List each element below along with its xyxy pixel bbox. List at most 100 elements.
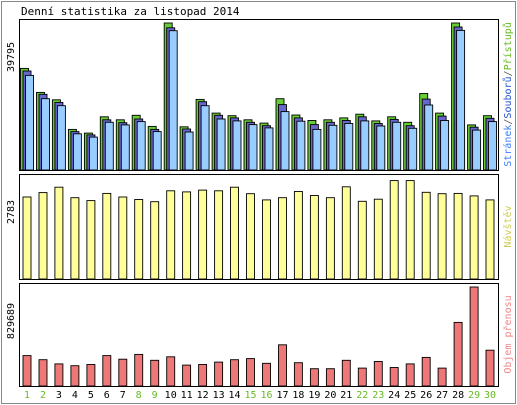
bar-transfer-Objempenosu-3 [54,363,64,387]
bar-hits-Strnek-5 [88,136,98,171]
bar-visits-Nvtv-18 [293,191,303,280]
bar-visits-Nvtv-12 [198,189,208,280]
day-label-12: 12 [197,390,209,401]
ymax-label-transfer: 829689 [6,303,17,339]
bar-transfer-Objempenosu-16 [262,362,271,387]
bar-visits-Nvtv-11 [182,191,192,280]
bar-transfer-Objempenosu-21 [341,359,351,387]
day-label-23: 23 [372,390,384,401]
bar-hits-Strnek-18 [296,120,306,171]
legend-part-hits-0: Stránek [502,125,514,167]
bar-transfer-Objempenosu-22 [357,367,367,387]
bar-visits-Nvtv-27 [437,193,447,280]
bar-transfer-Objempenosu-20 [325,368,335,387]
bar-hits-Strnek-2 [41,98,50,171]
bar-visits-Nvtv-15 [246,193,255,280]
legend-part-hits-1: / [503,119,514,125]
bar-visits-Nvtv-14 [230,186,239,280]
day-label-15: 15 [244,390,256,401]
bar-hits-Strnek-20 [328,124,338,171]
legend-part-hits-2: Souborů [502,76,514,118]
bar-hits-Strnek-17 [280,111,290,171]
bar-transfer-Objempenosu-26 [421,356,431,387]
bar-transfer-Objempenosu-2 [38,359,48,387]
day-label-29: 29 [468,390,480,401]
bar-hits-Strnek-12 [200,105,210,171]
bar-visits-Nvtv-30 [485,199,495,280]
bar-transfer-Objempenosu-7 [118,358,128,387]
bar-transfer-Objempenosu-25 [405,363,415,387]
bar-transfer-Objempenosu-12 [198,364,208,387]
bar-visits-Nvtv-16 [262,199,271,280]
day-label-5: 5 [88,390,94,401]
panel-frame-visits [19,174,499,280]
bar-visits-Nvtv-20 [325,197,335,280]
bar-transfer-Objempenosu-11 [182,364,192,387]
legend-transfer: Objem přenosu [502,295,514,373]
bar-hits-Strnek-16 [264,127,274,171]
day-label-22: 22 [356,390,368,401]
legend-part-hits-3: / [503,70,514,76]
bar-visits-Nvtv-19 [309,195,319,280]
bar-transfer-Objempenosu-15 [246,358,255,387]
bar-hits-Strnek-23 [376,125,386,171]
bar-visits-Nvtv-29 [469,195,479,280]
bar-visits-Nvtv-9 [150,201,160,280]
bar-transfer-Objempenosu-17 [278,344,287,387]
day-label-19: 19 [308,390,320,401]
bar-visits-Nvtv-3 [54,186,64,280]
day-label-21: 21 [340,390,352,401]
bar-hits-Strnek-28 [456,29,466,171]
bar-hits-Strnek-22 [360,120,370,171]
bar-visits-Nvtv-26 [421,191,431,280]
ymax-label-hits: 39795 [6,42,17,72]
legend-hits: Stránek/Souborů/Přístupů [502,22,514,167]
bar-transfer-Objempenosu-9 [150,359,160,387]
day-label-4: 4 [72,390,78,401]
bar-hits-Strnek-10 [168,30,178,171]
bar-transfer-Objempenosu-4 [70,365,80,387]
bar-hits-Strnek-14 [232,120,242,171]
bar-transfer-Objempenosu-18 [293,362,303,387]
bar-hits-Strnek-15 [248,124,258,171]
day-label-7: 7 [120,390,126,401]
bar-hits-Strnek-21 [344,123,354,171]
bar-visits-Nvtv-22 [357,200,367,280]
bar-transfer-Objempenosu-1 [22,355,32,387]
day-label-30: 30 [484,390,496,401]
bar-transfer-Objempenosu-5 [86,364,96,387]
day-label-17: 17 [276,390,288,401]
bar-visits-Nvtv-4 [70,197,80,280]
bar-hits-Strnek-19 [312,128,322,171]
legend-part-hits-4: Přístupů [502,22,514,70]
bar-transfer-Objempenosu-29 [469,286,479,387]
bar-hits-Strnek-6 [104,121,114,171]
day-label-11: 11 [181,390,193,401]
bar-hits-Strnek-4 [72,133,82,171]
legend-part-visits-0: Návštěv [502,205,514,247]
day-label-8: 8 [136,390,142,401]
day-label-10: 10 [165,390,177,401]
bar-hits-Strnek-13 [216,118,226,171]
bar-hits-Strnek-8 [136,121,146,171]
bar-visits-Nvtv-17 [278,197,287,280]
legend-visits: Návštěv [502,205,514,247]
bar-visits-Nvtv-21 [341,186,351,280]
day-label-14: 14 [228,390,240,401]
bar-visits-Nvtv-5 [86,200,96,280]
day-label-13: 13 [213,390,225,401]
bar-hits-Strnek-25 [408,127,418,171]
bar-visits-Nvtv-23 [373,198,383,280]
bar-visits-Nvtv-28 [453,192,463,280]
day-label-18: 18 [292,390,304,401]
bar-transfer-Objempenosu-6 [102,355,112,387]
bar-transfer-Objempenosu-27 [437,367,447,387]
bar-hits-Strnek-24 [392,121,402,171]
bar-hits-Strnek-1 [25,74,34,171]
bar-hits-Strnek-9 [152,131,162,171]
bar-hits-Strnek-29 [472,129,482,171]
day-label-2: 2 [40,390,46,401]
bar-hits-Strnek-3 [56,105,66,171]
